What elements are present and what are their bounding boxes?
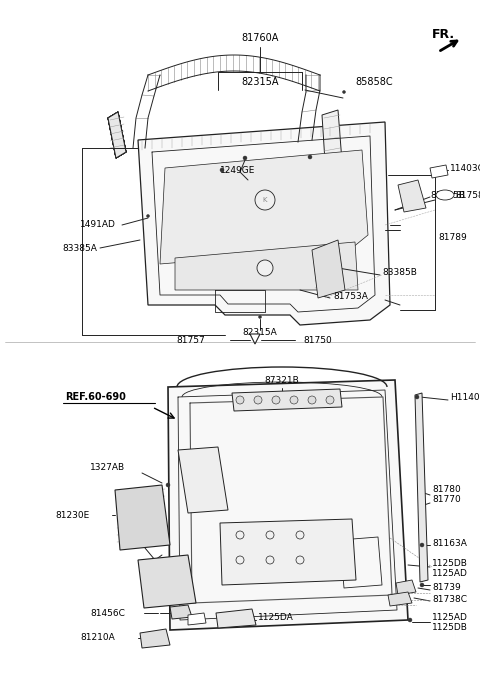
Polygon shape bbox=[108, 112, 126, 158]
Polygon shape bbox=[388, 592, 412, 606]
Circle shape bbox=[257, 260, 273, 276]
Polygon shape bbox=[108, 112, 126, 158]
Circle shape bbox=[326, 396, 334, 404]
Polygon shape bbox=[108, 112, 126, 158]
Text: 1125AD: 1125AD bbox=[432, 568, 468, 577]
Text: 1125DA: 1125DA bbox=[258, 613, 294, 623]
Circle shape bbox=[266, 556, 274, 564]
Polygon shape bbox=[322, 110, 345, 208]
Polygon shape bbox=[168, 380, 408, 630]
Text: 1125DB: 1125DB bbox=[432, 623, 468, 632]
Polygon shape bbox=[220, 519, 356, 585]
Circle shape bbox=[259, 316, 262, 319]
Text: 1249GE: 1249GE bbox=[220, 165, 255, 174]
Text: K: K bbox=[263, 197, 267, 203]
Circle shape bbox=[308, 155, 312, 159]
Polygon shape bbox=[398, 180, 426, 212]
Circle shape bbox=[290, 396, 298, 404]
Circle shape bbox=[408, 618, 412, 622]
Circle shape bbox=[420, 543, 424, 547]
Circle shape bbox=[243, 156, 247, 160]
Circle shape bbox=[272, 396, 280, 404]
Text: FR.: FR. bbox=[432, 28, 455, 40]
Text: 1125DB: 1125DB bbox=[432, 559, 468, 568]
Polygon shape bbox=[232, 389, 342, 411]
Text: 81163A: 81163A bbox=[432, 539, 467, 548]
Circle shape bbox=[415, 395, 419, 399]
Polygon shape bbox=[140, 629, 170, 648]
Text: 81758D: 81758D bbox=[455, 190, 480, 199]
Text: 81780: 81780 bbox=[432, 486, 461, 495]
Circle shape bbox=[236, 556, 244, 564]
Text: 1125AD: 1125AD bbox=[432, 613, 468, 623]
Circle shape bbox=[236, 531, 244, 539]
Circle shape bbox=[220, 168, 224, 172]
Polygon shape bbox=[115, 485, 170, 550]
Polygon shape bbox=[108, 112, 126, 158]
Polygon shape bbox=[170, 605, 192, 619]
Polygon shape bbox=[175, 242, 358, 290]
Polygon shape bbox=[188, 613, 206, 625]
Text: 81760A: 81760A bbox=[241, 33, 279, 43]
Text: 81789: 81789 bbox=[438, 232, 467, 242]
Text: 81739: 81739 bbox=[432, 582, 461, 591]
Circle shape bbox=[236, 396, 244, 404]
Circle shape bbox=[420, 583, 424, 587]
Polygon shape bbox=[250, 334, 260, 344]
Text: REF.60-690: REF.60-690 bbox=[65, 392, 126, 402]
Text: 82315A: 82315A bbox=[241, 77, 279, 87]
Polygon shape bbox=[312, 240, 345, 298]
Polygon shape bbox=[138, 122, 390, 325]
Polygon shape bbox=[138, 555, 196, 608]
Text: 11403C: 11403C bbox=[450, 164, 480, 173]
Text: 81755B: 81755B bbox=[430, 190, 465, 199]
Circle shape bbox=[146, 214, 149, 217]
Circle shape bbox=[254, 396, 262, 404]
Circle shape bbox=[296, 556, 304, 564]
Polygon shape bbox=[108, 112, 126, 158]
Circle shape bbox=[296, 531, 304, 539]
Text: 1491AD: 1491AD bbox=[80, 219, 116, 228]
Text: 83385B: 83385B bbox=[382, 267, 417, 276]
Text: 87321B: 87321B bbox=[264, 375, 300, 384]
Circle shape bbox=[343, 90, 346, 94]
Polygon shape bbox=[108, 112, 126, 158]
Polygon shape bbox=[160, 150, 368, 264]
Text: 85858C: 85858C bbox=[355, 77, 393, 87]
Ellipse shape bbox=[436, 190, 454, 200]
Text: 81770: 81770 bbox=[432, 496, 461, 505]
Text: 81456C: 81456C bbox=[90, 609, 125, 618]
Circle shape bbox=[166, 483, 170, 487]
Text: 1327AB: 1327AB bbox=[90, 462, 125, 471]
Polygon shape bbox=[396, 580, 416, 595]
Circle shape bbox=[266, 531, 274, 539]
Polygon shape bbox=[216, 609, 256, 628]
Text: 81757: 81757 bbox=[176, 335, 205, 344]
Text: 81210A: 81210A bbox=[80, 634, 115, 643]
Text: 81738C: 81738C bbox=[432, 595, 467, 604]
Text: 81230E: 81230E bbox=[55, 511, 89, 520]
Text: 81750: 81750 bbox=[303, 335, 332, 344]
Text: 81753A: 81753A bbox=[333, 291, 368, 301]
Polygon shape bbox=[178, 447, 228, 513]
Text: 82315A: 82315A bbox=[242, 328, 277, 337]
Circle shape bbox=[255, 190, 275, 210]
Circle shape bbox=[308, 396, 316, 404]
Polygon shape bbox=[108, 112, 126, 158]
Polygon shape bbox=[415, 393, 428, 582]
Polygon shape bbox=[430, 165, 448, 178]
Polygon shape bbox=[108, 112, 126, 158]
Polygon shape bbox=[108, 112, 126, 158]
Text: H11403: H11403 bbox=[450, 393, 480, 402]
Text: 83385A: 83385A bbox=[62, 244, 97, 253]
